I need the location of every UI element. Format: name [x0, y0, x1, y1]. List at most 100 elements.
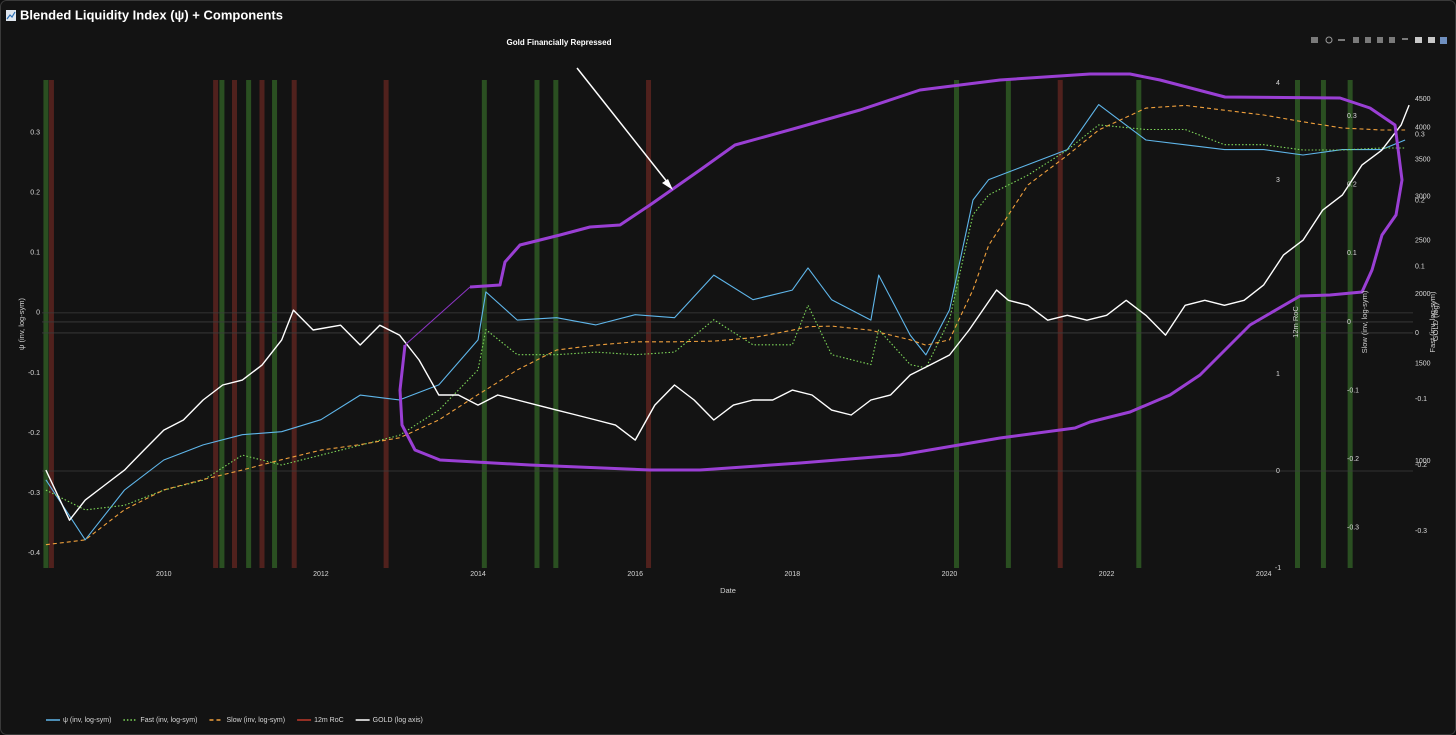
y-tick-label: 0.2: [30, 190, 40, 197]
signal-band: [231, 80, 237, 568]
legend-label: ψ (inv, log-sym): [63, 717, 111, 724]
legend-label: Fast (inv, log-sym): [140, 717, 197, 724]
roc-tick-label: 4: [1276, 80, 1280, 87]
modebar-hover[interactable]: [1415, 37, 1422, 43]
ticks: 0.3 0.2 0.1 0 -0.1 -0.2 -0.3 -0.4 4 3 1 0 -1 0.3 0.2 0.…: [28, 80, 1431, 578]
gold-tick-label: 4500: [1415, 96, 1431, 103]
roc-tick-label: 1: [1276, 371, 1280, 378]
y-tick-label: -0.2: [28, 430, 40, 437]
signal-band: [1320, 80, 1326, 568]
signal-band: [534, 80, 540, 568]
signal-bands: [43, 80, 1353, 568]
annotation-arrow: [576, 67, 673, 190]
x-tick-label: 2024: [1256, 571, 1272, 578]
series-line: [45, 104, 1406, 546]
fast-tick-label: -0.2: [1415, 462, 1427, 469]
slow-tick-label: -0.1: [1347, 387, 1359, 394]
modebar[interactable]: [1311, 36, 1447, 44]
signal-band: [1295, 80, 1301, 568]
fast-tick-label: 0: [1415, 330, 1419, 337]
modebar-logo[interactable]: [1440, 37, 1447, 44]
modebar-spike[interactable]: [1402, 38, 1408, 40]
x-tick-label: 2020: [942, 571, 958, 578]
gold-tick-label: 1500: [1415, 360, 1431, 367]
slow-tick-label: 0.1: [1347, 250, 1357, 257]
slow-tick-label: -0.3: [1347, 524, 1359, 531]
fast-axis-title: Fast (inv, log-sym): [1428, 291, 1437, 353]
y-tick-label: 0.1: [30, 250, 40, 257]
roc-tick-label: 0: [1276, 468, 1280, 475]
modebar-zoom-out[interactable]: [1365, 37, 1371, 43]
signal-band: [553, 80, 559, 568]
roc-axis-title: 12m RoC: [1291, 306, 1300, 338]
series-line: [45, 104, 1410, 521]
signal-band: [481, 80, 487, 568]
slow-tick-label: 0.3: [1347, 113, 1357, 120]
y-tick-label: -0.3: [28, 490, 40, 497]
envelope-connector: [404, 286, 471, 346]
modebar-pan[interactable]: [1338, 39, 1345, 41]
x-tick-label: 2014: [470, 571, 486, 578]
gold-tick-label: 3500: [1415, 157, 1431, 164]
legend-label: GOLD (log axis): [373, 717, 423, 724]
gold-axis-title: GOLD (log): [1431, 302, 1440, 341]
x-tick-label: 2018: [785, 571, 801, 578]
legend-label: 12m RoC: [314, 717, 344, 724]
signal-band: [1005, 80, 1011, 568]
chart-title: Blended Liquidity Index (ψ) + Components: [20, 7, 283, 22]
modebar-autoscale[interactable]: [1377, 37, 1383, 43]
fast-tick-label: 0.3: [1415, 132, 1425, 139]
y-axis-title: ψ (inv, log-sym): [17, 298, 26, 350]
signal-band: [246, 80, 252, 568]
y-tick-label: -0.1: [28, 370, 40, 377]
series-lines: [45, 104, 1410, 546]
x-tick-label: 2012: [313, 571, 329, 578]
modebar-camera[interactable]: [1311, 37, 1318, 43]
roc-tick-label: -1: [1275, 565, 1281, 572]
slow-tick-label: 0.2: [1347, 182, 1357, 189]
x-tick-label: 2022: [1099, 571, 1115, 578]
y-tick-label: 0.3: [30, 130, 40, 137]
signal-band: [272, 80, 278, 568]
roc-tick-label: 3: [1276, 177, 1280, 184]
y-tick-label: 0: [36, 310, 40, 317]
gold-tick-label: 1000: [1415, 458, 1431, 465]
signal-band: [291, 80, 297, 568]
signal-band: [259, 80, 265, 568]
gold-tick-label: 2000: [1415, 291, 1431, 298]
gold-tick-label: 2500: [1415, 237, 1431, 244]
slow-axis-title: Slow (inv, log-sym): [1360, 290, 1369, 353]
fast-tick-label: 0.1: [1415, 264, 1425, 271]
signal-band: [1057, 80, 1063, 568]
signal-band: [213, 80, 219, 568]
legend-label: Slow (inv, log-sym): [226, 717, 285, 724]
fast-tick-label: 0.2: [1415, 198, 1425, 205]
modebar-compare[interactable]: [1428, 37, 1435, 43]
x-tick-label: 2010: [156, 571, 172, 578]
modebar-zoom[interactable]: [1325, 36, 1333, 44]
title-icon: [6, 10, 16, 21]
signal-band: [383, 80, 389, 568]
signal-band: [1136, 80, 1142, 568]
repression-envelope: [398, 72, 1404, 472]
signal-band: [646, 80, 652, 568]
annotation: Gold Financially Repressed: [507, 38, 612, 47]
legend: ψ (inv, log-sym) Fast (inv, log-sym) Slow …: [46, 717, 423, 724]
zero-lines: [42, 312, 1413, 472]
x-tick-label: 2016: [627, 571, 643, 578]
signal-band: [219, 80, 225, 568]
signal-band: [48, 80, 54, 568]
fast-tick-label: -0.3: [1415, 528, 1427, 535]
modebar-zoom-in[interactable]: [1353, 37, 1359, 43]
slow-tick-label: -0.2: [1347, 456, 1359, 463]
modebar-reset[interactable]: [1389, 37, 1395, 43]
gold-tick-label: 3000: [1415, 194, 1431, 201]
gold-tick-label: 4000: [1415, 124, 1431, 131]
y-tick-label: -0.4: [28, 550, 40, 557]
slow-tick-label: 0: [1347, 319, 1351, 326]
series-line: [45, 104, 1406, 541]
fast-tick-label: -0.1: [1415, 396, 1427, 403]
series-line: [45, 124, 1406, 511]
